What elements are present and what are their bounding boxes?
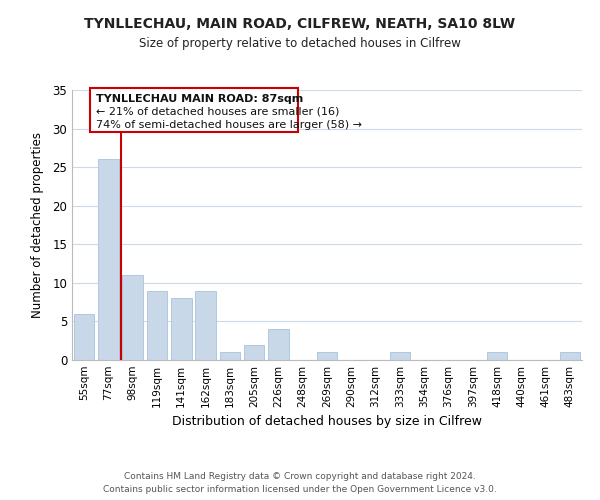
Bar bbox=[268, 329, 289, 360]
Bar bbox=[220, 352, 240, 360]
FancyBboxPatch shape bbox=[90, 88, 298, 132]
Bar bbox=[171, 298, 191, 360]
Bar bbox=[389, 352, 410, 360]
Text: 74% of semi-detached houses are larger (58) →: 74% of semi-detached houses are larger (… bbox=[96, 120, 362, 130]
Bar bbox=[244, 344, 265, 360]
Text: Size of property relative to detached houses in Cilfrew: Size of property relative to detached ho… bbox=[139, 38, 461, 51]
Text: TYNLLECHAU MAIN ROAD: 87sqm: TYNLLECHAU MAIN ROAD: 87sqm bbox=[96, 94, 304, 104]
Bar bbox=[74, 314, 94, 360]
Text: ← 21% of detached houses are smaller (16): ← 21% of detached houses are smaller (16… bbox=[96, 107, 340, 117]
X-axis label: Distribution of detached houses by size in Cilfrew: Distribution of detached houses by size … bbox=[172, 416, 482, 428]
Bar bbox=[487, 352, 508, 360]
Bar bbox=[98, 160, 119, 360]
Bar bbox=[317, 352, 337, 360]
Text: Contains public sector information licensed under the Open Government Licence v3: Contains public sector information licen… bbox=[103, 485, 497, 494]
Text: TYNLLECHAU, MAIN ROAD, CILFREW, NEATH, SA10 8LW: TYNLLECHAU, MAIN ROAD, CILFREW, NEATH, S… bbox=[85, 18, 515, 32]
Bar bbox=[146, 290, 167, 360]
Bar bbox=[195, 290, 216, 360]
Text: Contains HM Land Registry data © Crown copyright and database right 2024.: Contains HM Land Registry data © Crown c… bbox=[124, 472, 476, 481]
Y-axis label: Number of detached properties: Number of detached properties bbox=[31, 132, 44, 318]
Bar bbox=[560, 352, 580, 360]
Bar bbox=[122, 275, 143, 360]
